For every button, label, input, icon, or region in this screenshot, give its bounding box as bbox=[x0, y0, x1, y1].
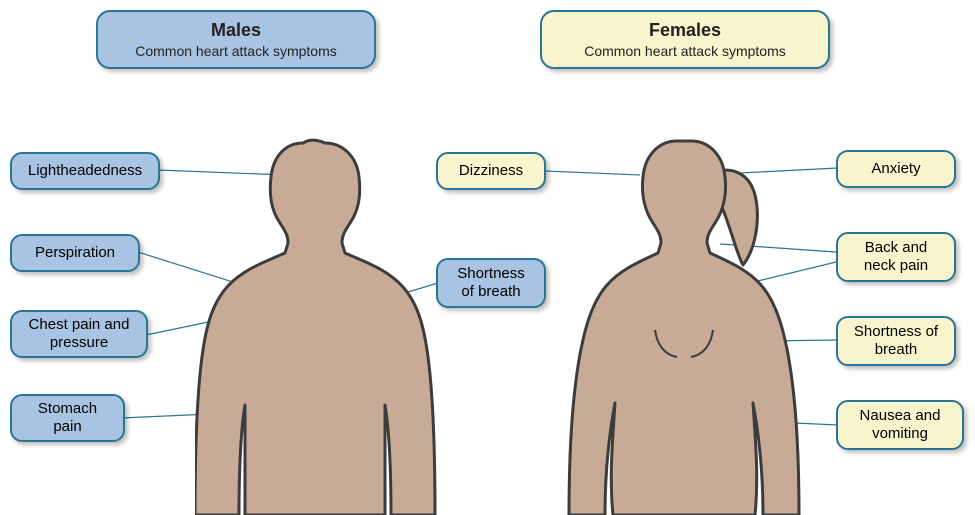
connector-lines bbox=[0, 0, 975, 509]
symptom-label: Stomach pain bbox=[26, 400, 109, 436]
symptom-nausea: Nausea and vomiting bbox=[836, 400, 964, 450]
symptom-label: Dizziness bbox=[459, 162, 523, 180]
female-header: Females Common heart attack symptoms bbox=[540, 10, 830, 69]
symptom-stomach-pain: Stomach pain bbox=[10, 394, 125, 442]
male-header: Males Common heart attack symptoms bbox=[96, 10, 376, 69]
symptom-anxiety: Anxiety bbox=[836, 150, 956, 188]
symptom-label: Nausea and vomiting bbox=[852, 407, 948, 443]
male-figure bbox=[195, 135, 445, 515]
male-subtitle: Common heart attack symptoms bbox=[122, 43, 350, 59]
symptom-label: Anxiety bbox=[871, 160, 920, 178]
symptom-shortness-female: Shortness of breath bbox=[836, 316, 956, 366]
symptom-label: Chest pain and pressure bbox=[26, 316, 132, 352]
male-title: Males bbox=[122, 20, 350, 41]
symptom-label: Perspiration bbox=[35, 244, 115, 262]
female-figure bbox=[565, 135, 815, 515]
symptom-label: Shortness of breath bbox=[852, 323, 940, 359]
symptom-label: Shortness of breath bbox=[452, 265, 530, 301]
symptom-perspiration: Perspiration bbox=[10, 234, 140, 272]
symptom-label: Back and neck pain bbox=[852, 239, 940, 275]
female-title: Females bbox=[566, 20, 804, 41]
symptom-label: Lightheadedness bbox=[28, 162, 142, 180]
symptom-chest-pain: Chest pain and pressure bbox=[10, 310, 148, 358]
female-subtitle: Common heart attack symptoms bbox=[566, 43, 804, 59]
symptom-dizziness: Dizziness bbox=[436, 152, 546, 190]
symptom-shortness-male: Shortness of breath bbox=[436, 258, 546, 308]
symptom-lightheadedness: Lightheadedness bbox=[10, 152, 160, 190]
symptom-back-neck: Back and neck pain bbox=[836, 232, 956, 282]
